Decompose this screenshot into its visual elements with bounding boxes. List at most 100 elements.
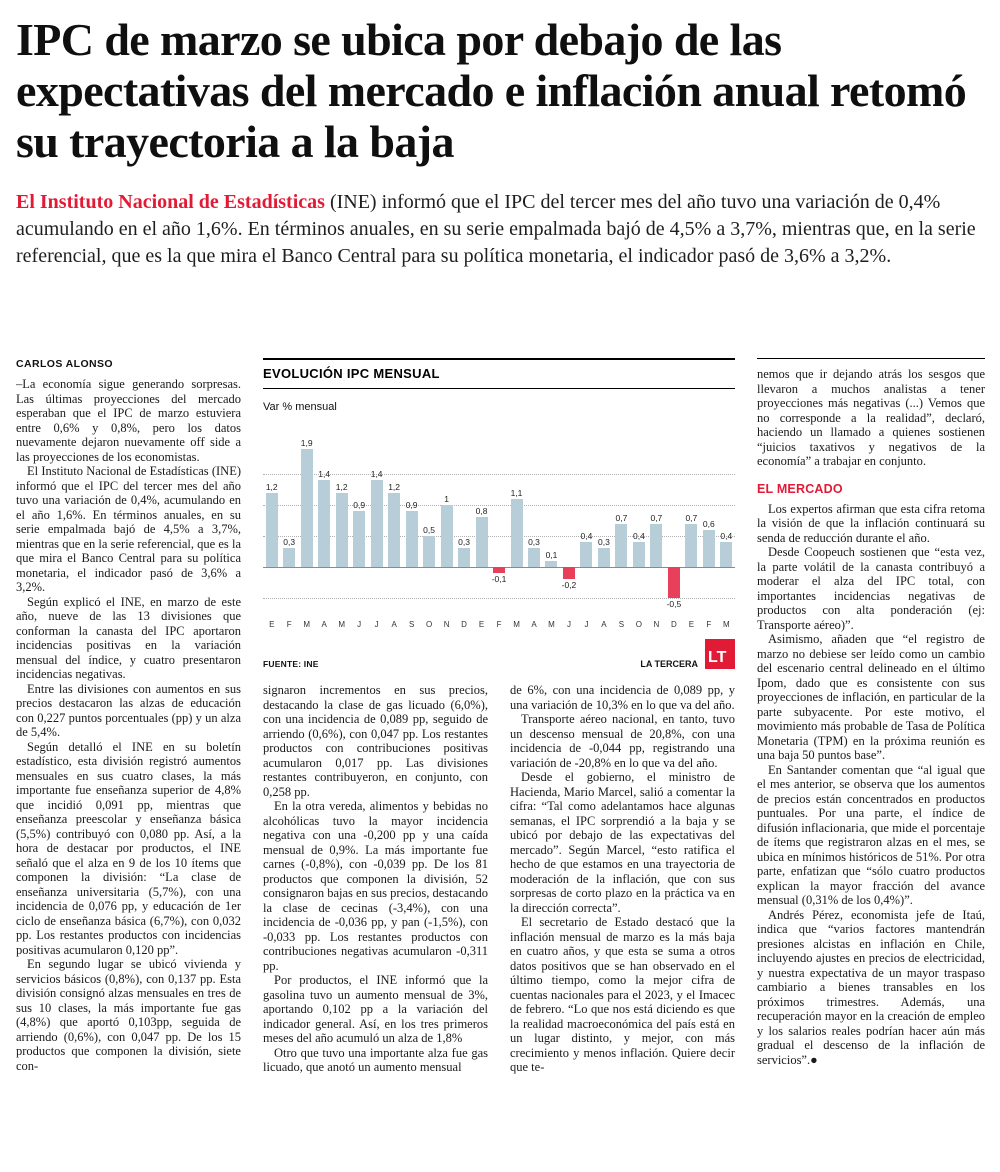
bar (353, 511, 366, 567)
bar-value-label: 1,2 (388, 482, 401, 492)
column-4-top-text: nemos que ir dejando atrás los sesgos qu… (757, 367, 985, 469)
bar-slot: 1,1 M (508, 433, 525, 633)
month-label: D (670, 620, 677, 629)
bar (423, 536, 436, 567)
article-paragraph: Los expertos afirman que esta cifra reto… (757, 501, 985, 545)
month-label: J (566, 620, 571, 629)
chart-footer: FUENTE: INE LA TERCERA LT (263, 639, 735, 669)
bar-value-label: -0,2 (561, 580, 577, 590)
bar-value-label: 0,1 (545, 550, 558, 560)
bar-slot: 0,7 N (648, 433, 665, 633)
bar (510, 499, 523, 567)
column-2-text: signaron incrementos en sus precios, des… (263, 683, 488, 1075)
market-subhead: EL MERCADO (757, 481, 843, 496)
bar (720, 542, 733, 567)
article-paragraph: En la otra vereda, alimentos y bebidas n… (263, 799, 488, 973)
bar-value-label: 1,2 (265, 482, 278, 492)
month-label: M (513, 620, 520, 629)
bar-slot: 0,3 F (280, 433, 297, 633)
bar (283, 548, 296, 567)
article-paragraph: de 6%, con una incidencia de 0,089 pp, y… (510, 683, 735, 712)
article-paragraph: Desde Coopeuch sostienen que “esta vez, … (757, 545, 985, 632)
bar-slot: 0,1 M (543, 433, 560, 633)
bar-value-label: 0,7 (650, 513, 663, 523)
credit-name: LA TERCERA (640, 659, 698, 669)
bar (562, 567, 575, 579)
month-label: D (461, 620, 467, 629)
month-label: A (321, 620, 327, 629)
bar (405, 511, 418, 567)
column-3-text: de 6%, con una incidencia de 0,089 pp, y… (510, 683, 735, 1075)
bar (632, 542, 645, 567)
month-label: F (496, 620, 502, 629)
bar-value-label: 0,7 (685, 513, 698, 523)
bar-slot: 0,8 E (473, 433, 490, 633)
bar-slot: 1,2 M (333, 433, 350, 633)
month-label: F (286, 620, 292, 629)
bar-value-label: 1,2 (335, 482, 348, 492)
bar-slot: 1,4 J (368, 433, 385, 633)
bar-slot: 0,3 D (455, 433, 472, 633)
byline: CARLOS ALONSO (16, 358, 113, 370)
bar-value-label: 0,6 (702, 519, 715, 529)
chart-title-rule (263, 388, 735, 389)
article-paragraph: –La economía sigue generando sorpresas. … (16, 377, 241, 464)
month-label: N (443, 620, 450, 629)
month-label: J (584, 620, 589, 629)
bar-value-label: 1 (444, 494, 449, 504)
chart-top-rule (263, 358, 735, 360)
month-label: A (531, 620, 537, 629)
month-label: M (338, 620, 346, 629)
bar (545, 561, 558, 567)
bar-value-label: -0,1 (491, 574, 507, 584)
chart-unit-label: Var % mensual (263, 401, 337, 413)
chart-bars: 1,2 E 0,3 F 1,9 M 1,4 A 1,2 M 0,9 J 1,4 J 1,2 A 0,9 S 0,5 O… (263, 433, 735, 633)
article-paragraph: signaron incrementos en sus precios, des… (263, 683, 488, 799)
bar (650, 524, 663, 567)
bar (318, 480, 331, 567)
month-label: O (425, 620, 433, 629)
article-paragraph: Asimismo, añaden que “el registro de mar… (757, 632, 985, 762)
article-paragraph: En Santander comentan que “al igual que … (757, 762, 985, 908)
article-body: CARLOS ALONSO –La economía sigue generan… (16, 358, 985, 1138)
bar-value-label: 0,5 (423, 525, 435, 535)
bar-value-label: 1,4 (370, 469, 383, 479)
month-label: A (601, 620, 607, 629)
column-1-text: –La economía sigue generando sorpresas. … (16, 377, 241, 1073)
bar-value-label: 0,4 (720, 531, 733, 541)
month-label: M (723, 620, 730, 629)
bar-slot: 0,7 S (613, 433, 630, 633)
bar-slot: 0,6 F (700, 433, 717, 633)
lead-paragraph: El Instituto Nacional de Estadísticas (I… (16, 189, 984, 270)
month-label: O (635, 620, 643, 629)
month-label: J (357, 620, 362, 629)
bar-value-label: 0,3 (598, 537, 610, 547)
article-paragraph: Desde el gobierno, el ministro de Hacien… (510, 770, 735, 915)
column-2: signaron incrementos en sus precios, des… (263, 683, 488, 1138)
month-label: S (408, 620, 415, 629)
article-paragraph: El Instituto Nacional de Estadísticas (I… (16, 464, 241, 594)
bar (667, 567, 680, 598)
month-label: E (688, 620, 695, 629)
month-label: N (653, 620, 660, 629)
lead-rest: (INE) informó que el IPC del tercer mes … (16, 191, 976, 267)
chart-credit: LA TERCERA LT (640, 639, 735, 669)
bar (335, 493, 348, 567)
bar-slot: -0,1 F (490, 433, 507, 633)
lead-highlight: El Instituto Nacional de Estadísticas (16, 191, 325, 213)
bar (493, 567, 506, 573)
article-paragraph: nemos que ir dejando atrás los sesgos qu… (757, 367, 985, 468)
article-paragraph: Entre las divisiones con aumentos en sus… (16, 681, 241, 740)
bar-value-label: 1,1 (510, 488, 523, 498)
article-paragraph: En segundo lugar se ubicó vivienda y ser… (16, 957, 241, 1073)
bar-slot: -0,2 J (560, 433, 577, 633)
bar (440, 505, 453, 567)
bar-slot: 0,4 O (630, 433, 647, 633)
bar (702, 530, 715, 567)
month-label: M (548, 620, 555, 629)
bar-value-label: 0,4 (580, 531, 593, 541)
gridline (263, 505, 735, 506)
gridline (263, 474, 735, 475)
bar-value-label: 0,7 (615, 513, 628, 523)
